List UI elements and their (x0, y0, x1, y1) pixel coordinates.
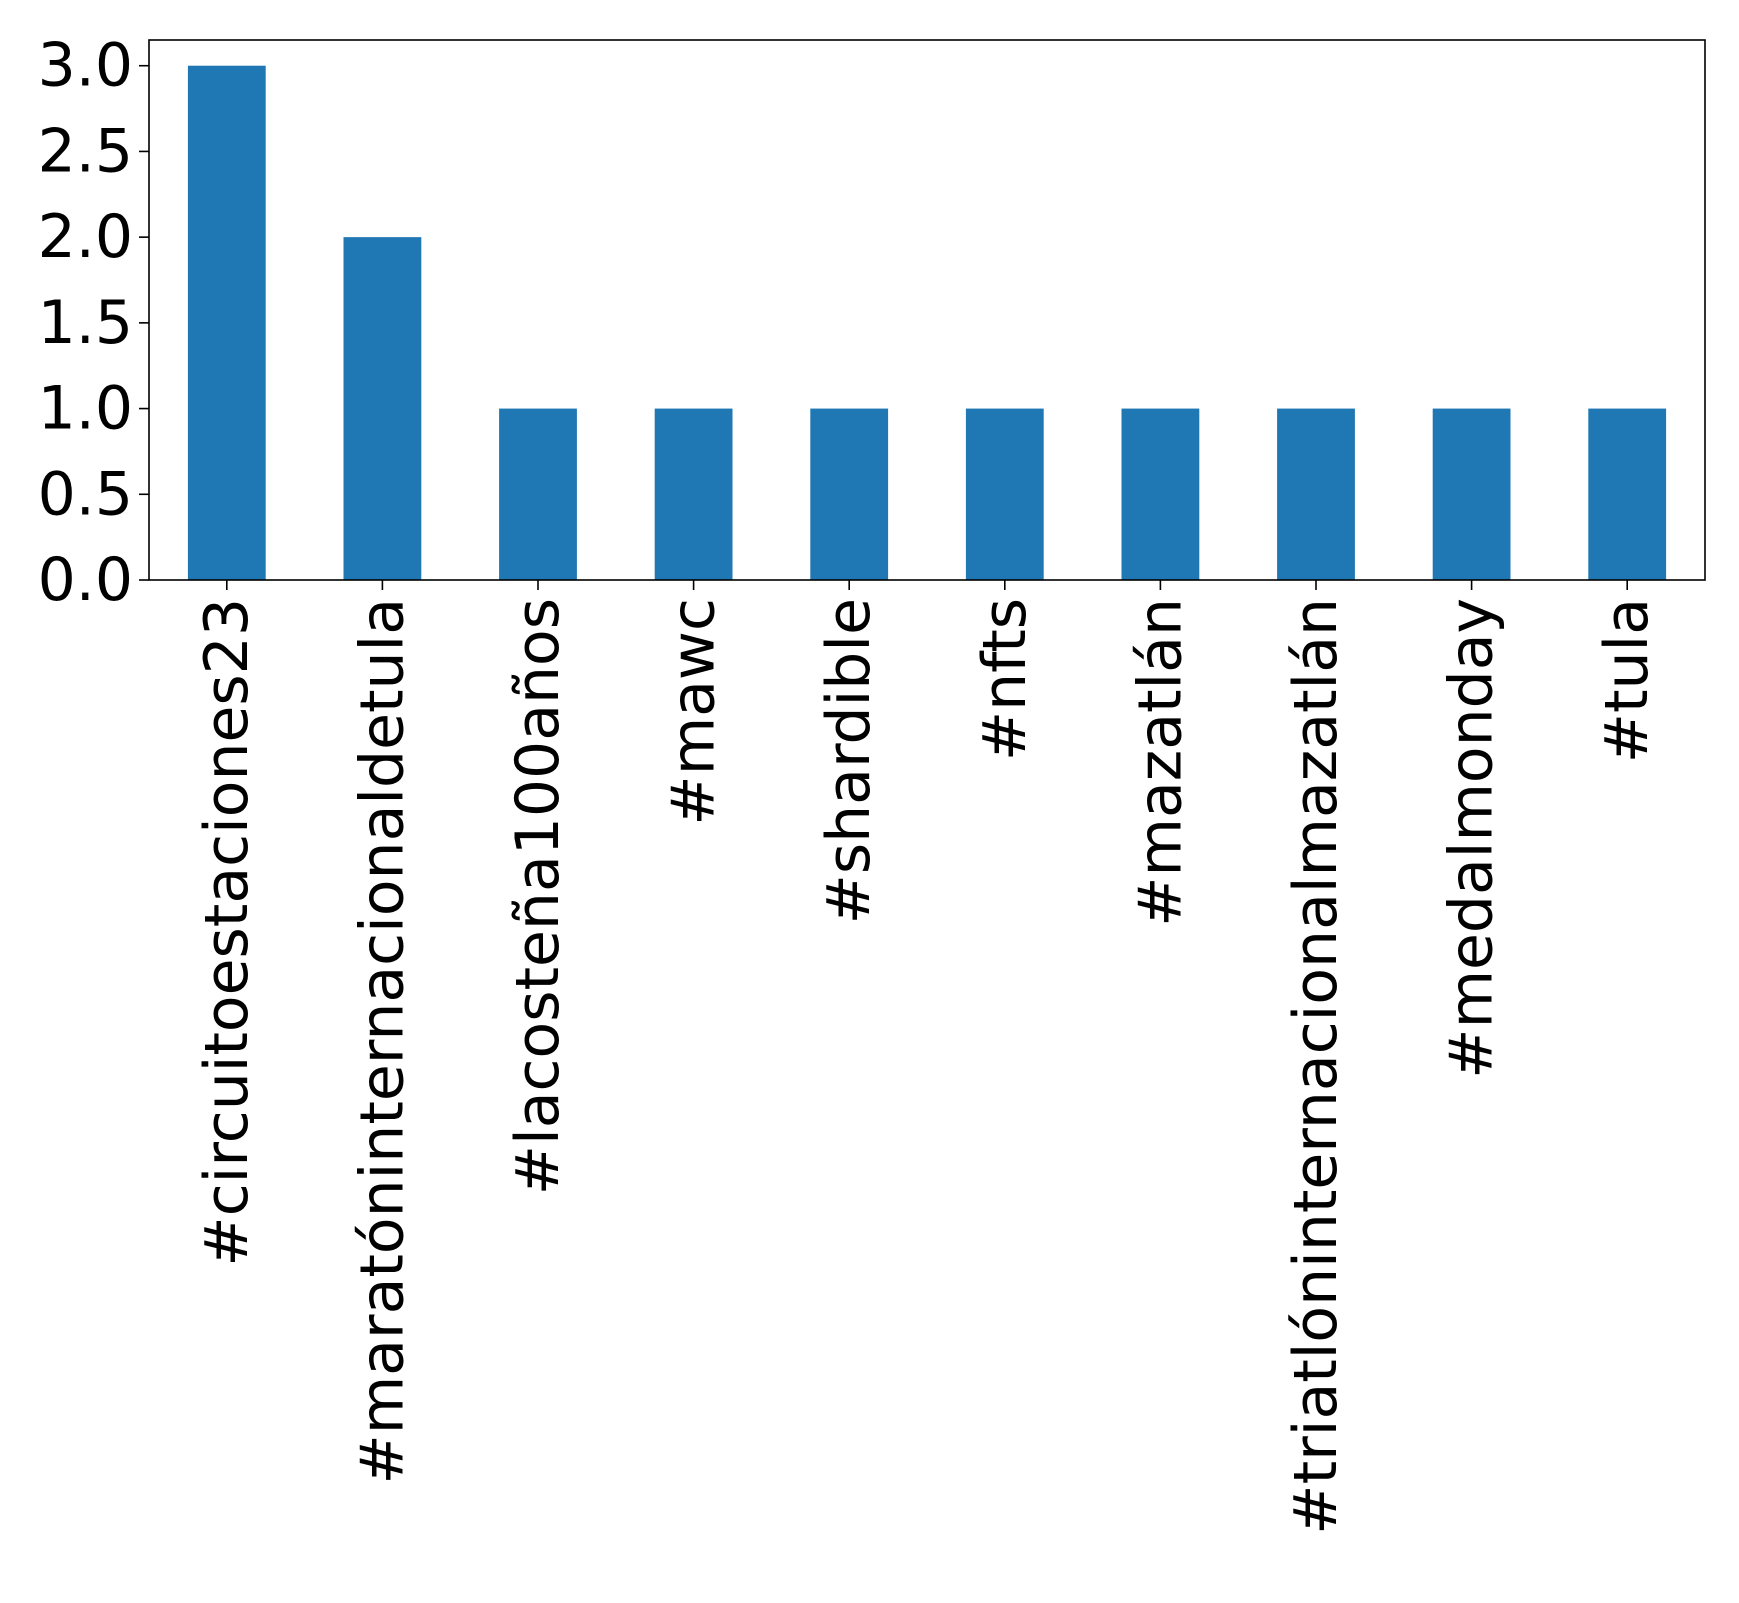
y-tick-label: 2.0 (38, 202, 133, 272)
bar (343, 237, 422, 580)
x-tick-label: #nfts (970, 598, 1040, 761)
y-axis: 0.0 0.5 1.0 1.5 2.0 2.5 3.0 (38, 31, 149, 615)
y-tick-label: 3.0 (38, 31, 133, 101)
x-tick-label: #mawc (659, 598, 729, 826)
bar (1121, 408, 1200, 580)
x-tick-label: #lacosteña100años (503, 598, 573, 1195)
plot-frame (148, 39, 1706, 581)
y-tick-label: 1.5 (38, 288, 133, 358)
y-tick-label: 0.5 (38, 459, 133, 529)
bar (1432, 408, 1511, 580)
bar (654, 408, 733, 580)
x-tick-label: #shardible (814, 598, 884, 924)
bar (1277, 408, 1355, 580)
bar (810, 408, 889, 580)
bars-layer (187, 65, 1667, 580)
y-tick-label: 1.0 (38, 374, 133, 444)
x-tick-label: #medalmonday (1437, 598, 1507, 1079)
bar (965, 408, 1044, 580)
y-tick-label: 2.5 (38, 116, 133, 186)
x-tick-label: #mazatlán (1125, 598, 1195, 927)
bar (1588, 408, 1667, 580)
bar (499, 408, 577, 580)
bar (187, 65, 266, 580)
x-tick-label: #tula (1592, 598, 1662, 763)
y-tick-label: 0.0 (38, 545, 133, 615)
x-tick-label: #triatlóninternacionalmazatlán (1281, 598, 1351, 1535)
x-tick-label: #circuitoestaciones23 (192, 598, 262, 1267)
x-tick-label: #maratóninternacionaldetula (347, 598, 417, 1485)
x-axis: #circuitoestaciones23 #maratóninternacion… (192, 580, 1662, 1535)
